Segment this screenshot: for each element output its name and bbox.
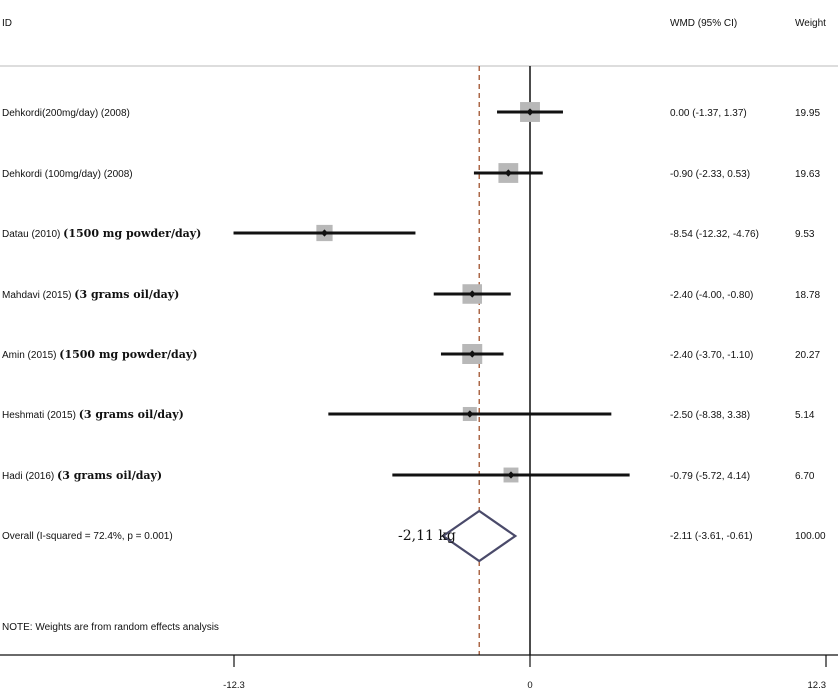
x-tick-label: 12.3 xyxy=(808,680,827,691)
header-weight: Weight xyxy=(795,18,826,29)
study-ci-text: -8.54 (-12.32, -4.76) xyxy=(670,229,759,240)
study-ci-text: -2.40 (-4.00, -0.80) xyxy=(670,290,753,301)
overall-ci-text: -2.11 (-3.61, -0.61) xyxy=(670,531,753,542)
study-condition: (3 grams oil/day) xyxy=(57,469,162,482)
plot-marks xyxy=(233,66,630,655)
study-condition: (3 grams oil/day) xyxy=(79,408,184,421)
study-label: Dehkordi (100mg/day) (2008) xyxy=(2,169,133,180)
header: ID WMD (95% CI) Weight xyxy=(0,18,838,67)
point-estimate xyxy=(526,108,534,116)
study-mark-group xyxy=(440,344,504,364)
study-condition: (1500 mg powder/day) xyxy=(59,348,197,361)
header-id: ID xyxy=(2,18,12,29)
study-ci-text: -0.79 (-5.72, 4.14) xyxy=(670,471,750,482)
study-condition: (3 grams oil/day) xyxy=(74,288,179,301)
header-wmd: WMD (95% CI) xyxy=(670,18,737,29)
study-mark-group xyxy=(233,224,416,242)
point-estimate xyxy=(468,350,476,358)
study-label: Amin (2015) (1500 mg powder/day) xyxy=(2,348,197,361)
study-weight-text: 20.27 xyxy=(795,350,820,361)
study-mark-group xyxy=(497,102,563,122)
study-label: Mahdavi (2015) (3 grams oil/day) xyxy=(2,288,179,301)
footnote: NOTE: Weights are from random effects an… xyxy=(2,622,219,633)
overall-label: Overall (I-squared = 72.4%, p = 0.001) xyxy=(2,531,173,542)
study-mark-group xyxy=(473,163,543,183)
x-tick-label: 0 xyxy=(527,680,532,691)
point-estimate xyxy=(466,410,474,418)
study-weight-text: 19.95 xyxy=(795,108,820,119)
study-condition: (1500 mg powder/day) xyxy=(63,227,201,240)
study-ci-text: -2.50 (-8.38, 3.38) xyxy=(670,410,750,421)
study-ci-text: 0.00 (-1.37, 1.37) xyxy=(670,108,747,119)
study-label: Heshmati (2015) (3 grams oil/day) xyxy=(2,408,184,421)
study-mark-group xyxy=(392,467,630,483)
point-estimate xyxy=(320,229,329,237)
study-mark-group xyxy=(433,284,511,304)
overall-row: Overall (I-squared = 72.4%, p = 0.001) -… xyxy=(2,528,826,544)
study-weight-text: 9.53 xyxy=(795,229,815,240)
x-axis: -12.3 0 12.3 xyxy=(0,654,838,691)
study-weight-text: 6.70 xyxy=(795,471,815,482)
study-mark-group xyxy=(328,406,612,422)
overall-diamond xyxy=(441,509,518,563)
x-tick-label: -12.3 xyxy=(223,680,245,691)
study-ci-text: -0.90 (-2.33, 0.53) xyxy=(670,169,750,180)
overall-weight-text: 100.00 xyxy=(795,531,826,542)
point-estimate xyxy=(504,169,512,177)
study-label: Datau (2010) (1500 mg powder/day) xyxy=(2,227,201,240)
study-label: Hadi (2016) (3 grams oil/day) xyxy=(2,469,162,482)
study-weight-text: 5.14 xyxy=(795,410,815,421)
study-ci-text: -2.40 (-3.70, -1.10) xyxy=(670,350,753,361)
point-estimate xyxy=(468,290,476,298)
study-weight-text: 18.78 xyxy=(795,290,820,301)
study-weight-text: 19.63 xyxy=(795,169,820,180)
overall-annotation: -2,11 kg xyxy=(398,528,456,544)
study-label: Dehkordi(200mg/day) (2008) xyxy=(2,108,130,119)
point-estimate xyxy=(507,471,515,479)
study-rows: Dehkordi(200mg/day) (2008) 0.00 (-1.37, … xyxy=(2,108,820,482)
